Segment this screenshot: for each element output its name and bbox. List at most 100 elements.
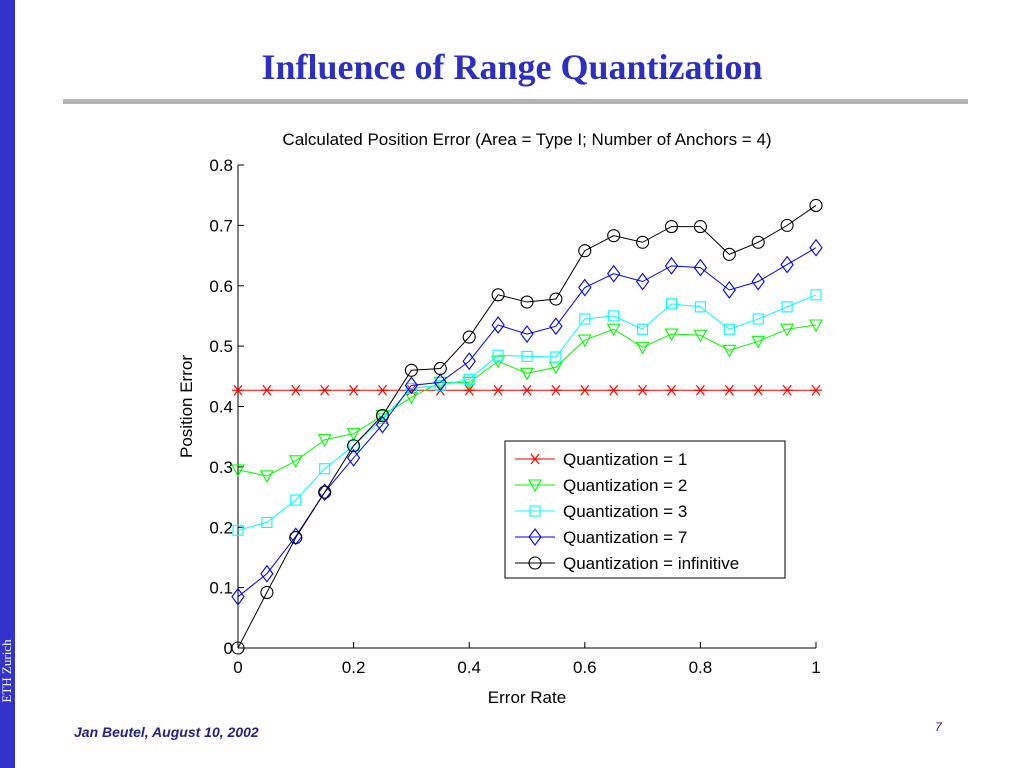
y-tick-label: 0.4 [209, 398, 233, 417]
data-point [259, 470, 274, 484]
asterisk-stroke [493, 384, 503, 396]
data-point [578, 278, 592, 297]
series-1 [232, 384, 822, 396]
data-point [751, 335, 766, 349]
page-number: 7 [935, 720, 942, 734]
data-point [636, 384, 649, 396]
data-point [751, 272, 765, 291]
data-point [520, 367, 534, 381]
data-point [694, 301, 706, 313]
data-point [579, 313, 591, 325]
asterisk-stroke [551, 384, 561, 396]
data-point [492, 349, 504, 361]
asterisk-stroke [291, 384, 301, 396]
data-point [290, 494, 302, 506]
data-point [810, 289, 822, 301]
asterisk-stroke [378, 384, 387, 396]
data-point [809, 319, 823, 333]
asterisk-stroke [667, 384, 676, 396]
data-point [231, 641, 245, 655]
data-point [549, 292, 563, 306]
series-5 [231, 198, 823, 655]
data-point [693, 329, 708, 343]
legend-marker [528, 556, 542, 570]
data-point [520, 325, 534, 343]
data-point [722, 344, 737, 358]
x-tick-label: 0 [233, 658, 242, 677]
legend-marker [528, 528, 542, 546]
data-point [433, 373, 447, 392]
data-point [232, 384, 244, 396]
data-point [809, 198, 823, 213]
x-tick-label: 0.8 [689, 658, 713, 677]
data-point [260, 585, 274, 600]
data-point [492, 384, 505, 396]
data-point [578, 384, 591, 396]
legend-marker [529, 453, 541, 465]
data-point [608, 310, 620, 322]
data-point [607, 264, 621, 283]
y-tick-label: 0.6 [209, 277, 233, 296]
x-tick-label: 0.4 [457, 658, 481, 677]
data-point [433, 361, 447, 376]
data-point [693, 258, 708, 277]
data-point [781, 384, 794, 396]
data-point [404, 376, 419, 395]
data-point [346, 428, 361, 441]
data-point [752, 313, 764, 325]
data-point [462, 376, 477, 390]
data-point [751, 235, 765, 249]
data-point [463, 373, 475, 385]
asterisk-stroke [233, 384, 243, 396]
data-point [491, 355, 506, 369]
x-axis-label: Error Rate [488, 688, 566, 707]
asterisk-stroke [782, 384, 792, 396]
asterisk-stroke [695, 384, 705, 396]
data-point [550, 351, 562, 363]
data-point [636, 235, 650, 249]
legend-label: Quantization = 3 [563, 502, 687, 521]
asterisk-stroke [609, 384, 619, 396]
data-point [260, 384, 273, 396]
data-point [289, 384, 302, 396]
data-point [809, 238, 823, 257]
data-point [347, 384, 360, 396]
asterisk-stroke [530, 453, 540, 465]
data-point [348, 440, 360, 452]
data-point [317, 434, 332, 447]
data-point [521, 350, 533, 362]
series-4 [231, 238, 823, 606]
data-point [376, 384, 389, 396]
data-point [347, 439, 361, 453]
y-tick-label: 0.2 [209, 518, 233, 537]
title-divider [63, 99, 968, 104]
asterisk-stroke [753, 384, 763, 396]
data-point [491, 288, 505, 302]
data-point [693, 220, 707, 234]
legend-label: Quantization = 1 [563, 450, 687, 469]
side-bar: ETH Zurich [0, 0, 15, 768]
data-point [260, 564, 274, 583]
data-point [722, 281, 736, 299]
x-tick-label: 0.2 [342, 658, 366, 677]
data-point [781, 301, 793, 313]
data-point [261, 516, 273, 528]
data-point [635, 341, 650, 355]
data-point [665, 384, 678, 396]
series-line [237, 247, 817, 598]
legend-marker [529, 505, 541, 517]
data-point [404, 363, 418, 377]
data-point [607, 229, 621, 243]
series-line [237, 294, 817, 531]
data-point [318, 485, 332, 499]
legend: Quantization = 1 Quantization = 2 Quantiza… [504, 440, 786, 579]
data-point [723, 384, 736, 396]
legend-label: Quantization = infinitive [563, 554, 739, 573]
data-point [288, 455, 303, 468]
y-tick-label: 0 [224, 639, 233, 658]
asterisk-stroke [580, 384, 590, 396]
asterisk-stroke [638, 384, 648, 396]
chart-title: Calculated Position Error (Area = Type I… [282, 130, 771, 149]
asterisk-stroke [320, 384, 330, 396]
